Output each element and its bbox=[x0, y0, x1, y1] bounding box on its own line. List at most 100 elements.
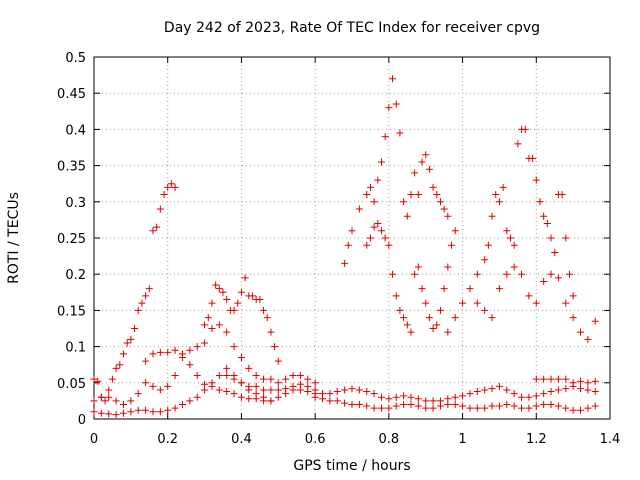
data-point bbox=[584, 335, 592, 343]
data-point bbox=[127, 397, 135, 405]
data-point bbox=[341, 259, 349, 267]
x-tick-label: 1.2 bbox=[526, 432, 547, 447]
data-point bbox=[459, 402, 467, 410]
data-point bbox=[237, 379, 245, 387]
data-point bbox=[436, 402, 444, 410]
y-tick-label: 0.45 bbox=[57, 87, 86, 102]
data-point bbox=[536, 198, 544, 206]
data-point bbox=[119, 409, 127, 417]
data-point bbox=[543, 220, 551, 228]
data-point bbox=[484, 241, 492, 249]
data-point bbox=[565, 270, 573, 278]
data-point bbox=[101, 397, 109, 405]
data-point bbox=[488, 314, 496, 322]
data-point bbox=[215, 285, 223, 293]
data-point bbox=[400, 198, 408, 206]
data-point bbox=[400, 314, 408, 322]
data-point bbox=[186, 361, 194, 369]
data-point bbox=[411, 169, 419, 177]
data-point bbox=[377, 227, 385, 235]
data-point bbox=[374, 220, 382, 228]
data-point bbox=[540, 277, 548, 285]
data-point bbox=[422, 151, 430, 159]
x-tick-label: 1 bbox=[458, 432, 466, 447]
data-point bbox=[481, 404, 489, 412]
data-point bbox=[451, 401, 459, 409]
data-point bbox=[134, 390, 142, 398]
data-point bbox=[436, 198, 444, 206]
data-point bbox=[153, 223, 161, 231]
data-point bbox=[389, 270, 397, 278]
data-point bbox=[219, 288, 227, 296]
y-tick-label: 0.35 bbox=[57, 160, 86, 175]
data-point bbox=[400, 392, 408, 400]
data-point bbox=[569, 314, 577, 322]
data-point bbox=[429, 404, 437, 412]
data-point bbox=[396, 306, 404, 314]
data-point bbox=[178, 401, 186, 409]
data-point bbox=[363, 241, 371, 249]
data-point bbox=[267, 397, 275, 405]
data-point bbox=[142, 379, 150, 387]
y-tick-label: 0.4 bbox=[65, 123, 86, 138]
data-point bbox=[348, 227, 356, 235]
data-point bbox=[142, 357, 150, 365]
data-point bbox=[569, 406, 577, 414]
data-point bbox=[208, 325, 216, 332]
data-point bbox=[473, 387, 481, 395]
data-point bbox=[282, 375, 290, 383]
data-point bbox=[584, 386, 592, 394]
data-point bbox=[414, 263, 422, 271]
data-point bbox=[105, 393, 113, 401]
data-point bbox=[577, 385, 585, 393]
data-point bbox=[532, 392, 540, 400]
data-point bbox=[377, 158, 385, 166]
data-point bbox=[414, 395, 422, 403]
data-point bbox=[506, 234, 514, 242]
data-point bbox=[90, 397, 98, 405]
data-point bbox=[112, 364, 120, 372]
data-point bbox=[156, 386, 164, 394]
data-point bbox=[440, 205, 448, 213]
data-point bbox=[459, 392, 467, 400]
data-point bbox=[407, 401, 415, 409]
data-point bbox=[156, 348, 164, 356]
data-point bbox=[366, 183, 374, 191]
data-point bbox=[525, 292, 533, 300]
data-point bbox=[108, 375, 116, 383]
data-point bbox=[370, 404, 378, 412]
data-point bbox=[547, 387, 555, 395]
data-point bbox=[260, 397, 268, 405]
data-point bbox=[134, 406, 142, 414]
data-point bbox=[223, 296, 231, 304]
data-point bbox=[492, 191, 500, 199]
data-point bbox=[510, 241, 518, 249]
data-point bbox=[577, 406, 585, 414]
data-point bbox=[569, 292, 577, 300]
y-tick-label: 0.15 bbox=[57, 304, 86, 319]
data-point bbox=[510, 263, 518, 271]
x-tick-label: 1.4 bbox=[600, 432, 621, 447]
data-point bbox=[429, 325, 437, 332]
data-point bbox=[156, 408, 164, 416]
data-point bbox=[145, 285, 153, 293]
data-point bbox=[569, 379, 577, 387]
data-point bbox=[411, 270, 419, 278]
data-point bbox=[562, 385, 570, 393]
data-point bbox=[422, 397, 430, 405]
data-point bbox=[584, 404, 592, 412]
data-point bbox=[540, 390, 548, 398]
data-point bbox=[554, 274, 562, 282]
data-point bbox=[562, 299, 570, 307]
data-point bbox=[142, 292, 150, 300]
data-point bbox=[119, 350, 127, 358]
data-point bbox=[178, 350, 186, 358]
data-point bbox=[105, 386, 113, 394]
data-point bbox=[260, 375, 268, 383]
data-point bbox=[363, 402, 371, 410]
data-point bbox=[510, 402, 518, 410]
y-axis-label: ROTI / TECUs bbox=[6, 192, 22, 284]
data-point bbox=[451, 393, 459, 401]
data-point bbox=[289, 382, 297, 390]
